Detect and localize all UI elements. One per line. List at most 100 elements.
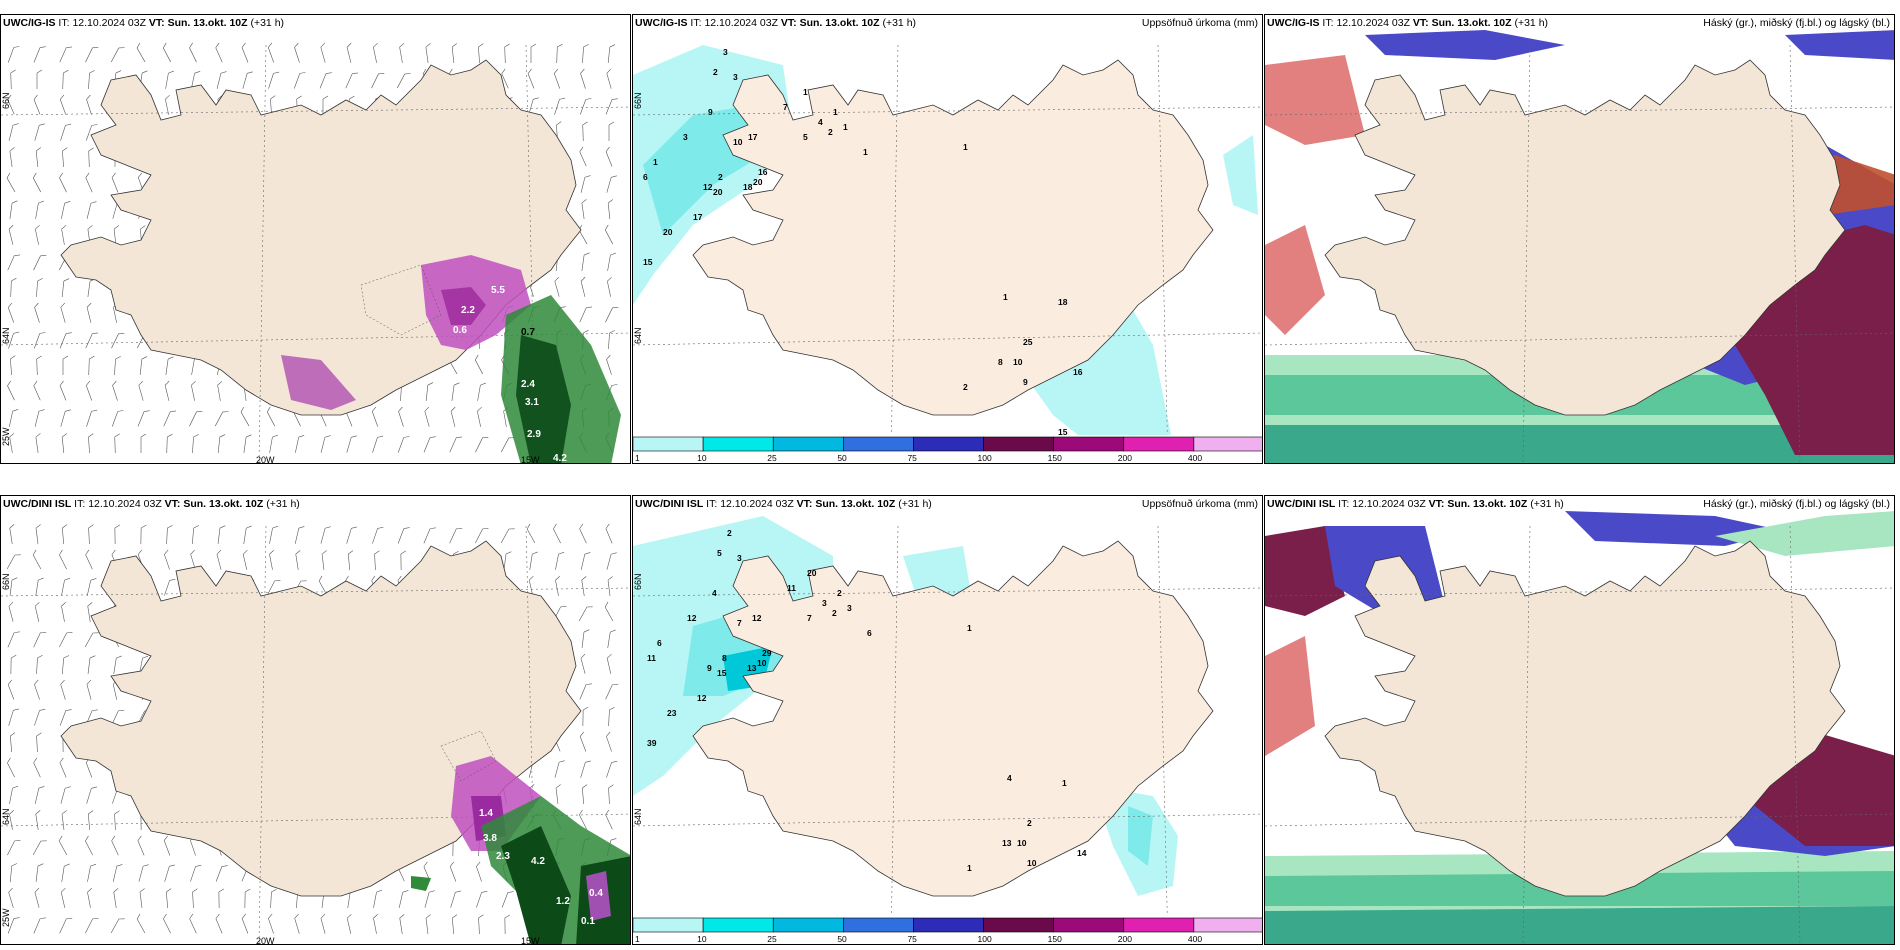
wind-barb [86, 94, 92, 115]
wind-barb [7, 94, 15, 115]
wind-barb [114, 810, 120, 831]
wind-barb [270, 889, 277, 909]
wind-barb [322, 95, 329, 115]
precip-value: 10 [757, 658, 767, 668]
wind-barb [7, 631, 20, 648]
wind-barb [110, 918, 125, 934]
wind-barb [7, 679, 15, 700]
wind-barb [189, 913, 197, 934]
wind-barb [475, 528, 489, 544]
precip-title-bottom: Uppsöfnuð úrkoma (mm) [1141, 498, 1258, 510]
colorbar-swatch [702, 436, 774, 452]
wind-barb [35, 524, 41, 544]
iceland-landmass [692, 540, 1214, 897]
precip-value: 1 [967, 623, 972, 633]
wind-barb [61, 577, 71, 596]
wind-barb [295, 434, 305, 453]
precip-value: 7 [737, 618, 742, 628]
wind-barb [606, 175, 617, 193]
wind-barb [450, 890, 462, 908]
wind-barb [605, 809, 613, 830]
wind-barb [452, 914, 458, 934]
wind-barb [580, 552, 591, 570]
wind-barb [36, 655, 43, 675]
wind-barb [554, 760, 565, 778]
colorbar-swatch [983, 436, 1054, 452]
wind-barb [7, 840, 21, 856]
graticule-line [258, 44, 267, 463]
wind-barb [474, 354, 484, 375]
precip-value: 23 [667, 708, 677, 718]
lat-label-64n: 64N [633, 808, 643, 825]
colorbar-tick: 1 [635, 453, 640, 463]
wind-barb [60, 786, 71, 804]
wind-barb [581, 252, 590, 271]
precip-value: 1 [653, 157, 658, 167]
wind-barb [114, 524, 120, 545]
graticule-line [633, 813, 1262, 827]
wind-barb [604, 224, 614, 245]
wind-barb [86, 201, 97, 219]
wind-barb [215, 913, 223, 934]
wind-barb [87, 888, 93, 908]
wind-barb [9, 524, 15, 544]
colorbar-swatch [1123, 436, 1195, 452]
wind-barb [36, 278, 43, 298]
wind-barb [579, 98, 592, 115]
wind-barb [10, 654, 17, 675]
lon-label-15w: 15W [521, 936, 540, 945]
colorbar-tick: 200 [1118, 934, 1132, 944]
wind-barb [190, 864, 202, 882]
wind-barb [88, 70, 95, 90]
wind-barb [10, 277, 17, 298]
iceland-landmass [60, 540, 582, 897]
wind-barb [346, 435, 357, 453]
wind-barb [7, 380, 15, 401]
wind-barb [373, 42, 378, 63]
wind-barb [423, 436, 436, 453]
wind-barb [244, 888, 251, 909]
wind-barb [580, 760, 592, 778]
wind-barb [605, 523, 613, 544]
wind-barb [267, 42, 275, 63]
wind-barb [556, 43, 563, 64]
wind-barb [87, 655, 96, 674]
wind-barb [35, 863, 44, 882]
wind-barb [449, 527, 463, 544]
graticule-line [1789, 44, 1801, 463]
wind-value-labels: 1.4 3.8 2.3 4.2 1.2 0.4 0.1 [479, 808, 603, 927]
precip-value: 15 [717, 668, 727, 678]
precip-value: 16 [758, 167, 768, 177]
precip-value: 1 [1003, 292, 1008, 302]
wind-barb [191, 70, 201, 89]
graticule-line [1157, 525, 1169, 944]
precip-value: 2 [727, 528, 732, 538]
wind-value: 1.4 [479, 808, 493, 819]
wind-barb [62, 69, 69, 90]
lat-label-64n: 64N [633, 327, 643, 344]
wind-barb [7, 302, 15, 323]
wind-barb [501, 891, 514, 908]
wind-barb [555, 551, 565, 570]
wind-barb [606, 653, 612, 674]
wind-barb [88, 355, 95, 376]
graticule-line [1522, 44, 1531, 463]
graticule [633, 44, 1262, 463]
wind-barb [608, 784, 614, 805]
wind-barb [475, 437, 489, 453]
precip-value: 3 [723, 47, 728, 57]
colorbar-tick: 25 [767, 453, 777, 463]
wind-barb [269, 525, 279, 544]
wind-barb [269, 550, 275, 570]
wind-barb [345, 72, 359, 89]
precip-value: 2 [963, 382, 968, 392]
wind-barb [62, 524, 68, 544]
wind-barb [136, 42, 146, 63]
precip-value: 4 [818, 117, 823, 127]
wind-barb [423, 527, 436, 544]
wind-barb [191, 380, 196, 401]
precip-value: 5 [717, 548, 722, 558]
precip-value: 14 [1077, 848, 1087, 858]
graticule-line [890, 44, 899, 463]
